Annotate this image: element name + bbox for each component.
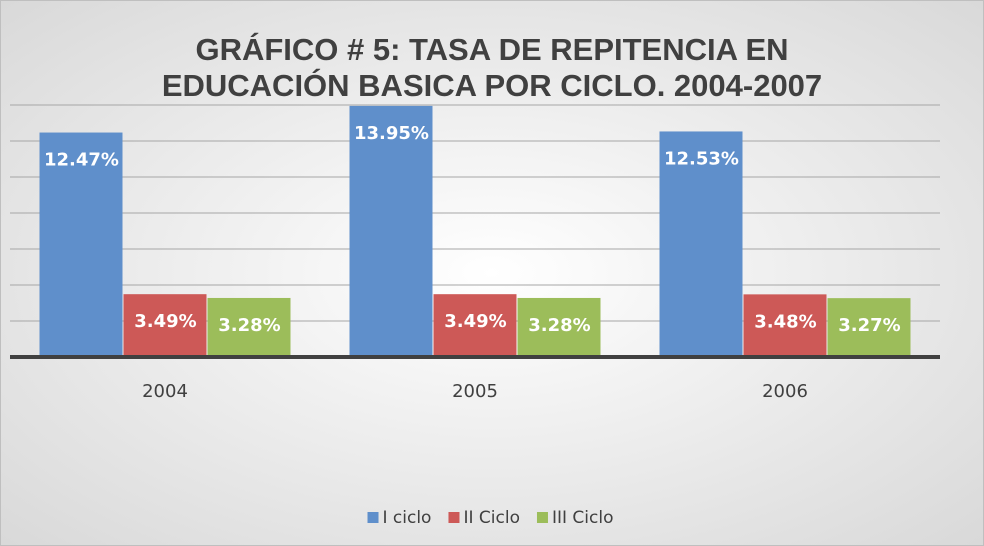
bar — [123, 294, 207, 357]
legend-swatch — [448, 512, 460, 523]
legend: I ciclo II Ciclo III Ciclo — [367, 508, 614, 528]
legend-swatch — [536, 512, 548, 523]
bars: 12.47% 3.49% 3.28% 2004 13.95% 3.49% 3.28% 2005… — [10, 105, 940, 402]
chart-title: GRÁFICO # 5: TASA DE REPITENCIA EN — [195, 32, 788, 67]
bar — [743, 294, 827, 357]
data-label: 3.28% — [528, 315, 590, 336]
data-label: 12.47% — [44, 150, 119, 171]
data-label: 3.49% — [444, 311, 506, 332]
legend-swatch — [367, 512, 379, 523]
data-label: 13.95% — [354, 123, 429, 144]
legend-item: III Ciclo — [536, 508, 614, 528]
chart-title: EDUCACIÓN BASICA POR CICLO. 2004-2007 — [162, 67, 822, 103]
legend-label: I ciclo — [383, 508, 432, 528]
legend-label: II Ciclo — [463, 508, 520, 528]
bar — [433, 294, 517, 357]
x-tick-label: 2005 — [452, 381, 498, 402]
bar — [517, 297, 601, 357]
data-label: 3.28% — [218, 315, 280, 336]
bar — [207, 297, 291, 357]
data-label: 3.49% — [134, 311, 196, 332]
bar — [349, 105, 433, 358]
data-label: 12.53% — [664, 148, 739, 169]
bar — [39, 132, 123, 357]
bar — [827, 298, 911, 357]
legend-item: I ciclo — [367, 508, 432, 528]
legend-label: III Ciclo — [552, 508, 614, 528]
legend-item: II Ciclo — [448, 508, 520, 528]
x-tick-label: 2006 — [762, 381, 808, 402]
x-tick-label: 2004 — [142, 381, 188, 402]
data-label: 3.27% — [838, 315, 900, 336]
data-label: 3.48% — [754, 311, 816, 332]
bar — [659, 131, 743, 357]
